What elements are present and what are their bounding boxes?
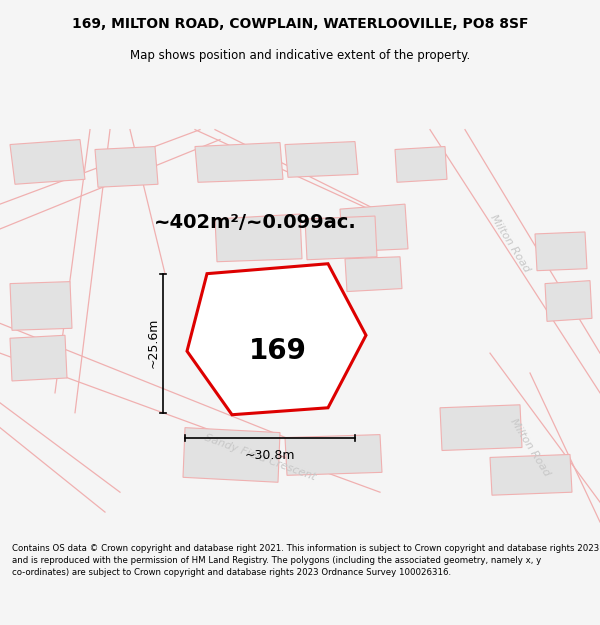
Polygon shape	[10, 335, 67, 381]
Polygon shape	[187, 264, 366, 415]
Text: Map shows position and indicative extent of the property.: Map shows position and indicative extent…	[130, 49, 470, 62]
Text: ~30.8m: ~30.8m	[245, 449, 295, 462]
Polygon shape	[10, 282, 72, 330]
Polygon shape	[545, 281, 592, 321]
Text: 169, MILTON ROAD, COWPLAIN, WATERLOOVILLE, PO8 8SF: 169, MILTON ROAD, COWPLAIN, WATERLOOVILL…	[72, 16, 528, 31]
Polygon shape	[183, 428, 280, 483]
Polygon shape	[395, 146, 447, 182]
Polygon shape	[490, 454, 572, 495]
Text: ~25.6m: ~25.6m	[146, 318, 160, 368]
Polygon shape	[285, 141, 358, 177]
Polygon shape	[535, 232, 587, 271]
Polygon shape	[340, 204, 408, 252]
Polygon shape	[440, 405, 522, 451]
Text: 169: 169	[249, 337, 307, 365]
Polygon shape	[215, 214, 302, 262]
Polygon shape	[285, 434, 382, 476]
Text: Milton Road: Milton Road	[508, 417, 552, 478]
Polygon shape	[305, 216, 377, 260]
Polygon shape	[10, 139, 85, 184]
Text: Contains OS data © Crown copyright and database right 2021. This information is : Contains OS data © Crown copyright and d…	[12, 544, 599, 577]
Text: ~402m²/~0.099ac.: ~402m²/~0.099ac.	[154, 213, 356, 231]
Text: Sandy Field Crescent: Sandy Field Crescent	[203, 432, 317, 482]
Polygon shape	[195, 142, 283, 182]
Polygon shape	[345, 257, 402, 291]
Polygon shape	[95, 146, 158, 188]
Text: Milton Road: Milton Road	[488, 213, 532, 274]
